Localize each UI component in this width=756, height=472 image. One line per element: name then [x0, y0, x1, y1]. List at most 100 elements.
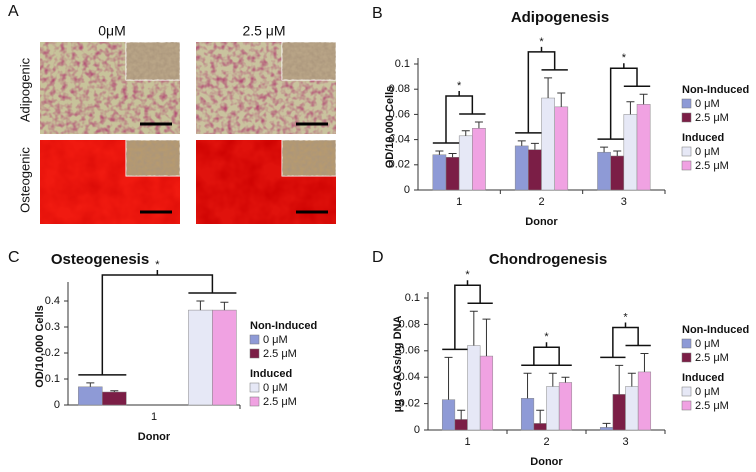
legend-group: Non-Induced — [250, 320, 317, 332]
bar — [612, 394, 626, 431]
bar — [554, 106, 569, 191]
bar — [528, 149, 542, 191]
y-tick-label: 0.02 — [399, 398, 420, 410]
significance-bracket — [600, 322, 651, 359]
significance-mark: * — [544, 331, 549, 343]
y-axis-label: µg sGAGs/ng DNA — [392, 316, 404, 413]
bar — [520, 398, 535, 431]
y-tick-label: 0.3 — [45, 321, 60, 333]
micrograph — [40, 41, 181, 134]
y-tick-label: 0.4 — [45, 295, 60, 307]
chart-title: Osteogenesis — [51, 251, 149, 268]
legend-label: 0 μM — [695, 386, 720, 398]
bar — [546, 386, 560, 431]
y-tick-label: 0 — [54, 399, 60, 411]
x-tick-label: 3 — [622, 436, 628, 448]
bar — [625, 386, 639, 431]
column-label: 2.5 μM — [242, 23, 285, 39]
error-bar — [530, 142, 539, 150]
significance-bracket — [78, 270, 237, 376]
y-tick-label: 0.02 — [389, 159, 410, 171]
significance-bracket — [521, 342, 572, 366]
error-bar — [435, 150, 444, 155]
legend-label: 0 μM — [695, 338, 720, 350]
bar — [454, 419, 468, 431]
error-bar — [474, 121, 483, 129]
error-bar — [600, 146, 609, 153]
error-bar — [196, 300, 205, 311]
bar — [467, 345, 481, 431]
legend-swatch — [681, 386, 692, 397]
y-tick-label: 0.2 — [45, 347, 60, 359]
legend-group: Induced — [682, 372, 724, 384]
x-tick-label: 1 — [151, 411, 157, 423]
y-tick-label: 0.1 — [395, 58, 410, 70]
bar — [445, 156, 460, 191]
chart-title: Adipogenesis — [511, 9, 609, 26]
x-tick-label: 1 — [456, 196, 462, 208]
legend-swatch — [249, 348, 260, 359]
bar — [514, 145, 529, 191]
error-bar — [557, 92, 566, 107]
significance-bracket — [597, 63, 651, 140]
error-bar — [220, 301, 229, 311]
x-tick-label: 1 — [464, 436, 470, 448]
panel-a: A 0μM 2.5 μM Adipogenic Osteogenic — [8, 3, 337, 224]
micrograph — [196, 41, 337, 134]
significance-bracket — [515, 46, 568, 134]
legend-label: 0 μM — [695, 98, 720, 110]
bar — [212, 309, 237, 406]
legend-group: Induced — [682, 132, 724, 144]
row-label: Osteogenic — [17, 147, 32, 213]
y-axis-label: OD/10,000 Cells — [34, 305, 46, 388]
legend-swatch — [681, 112, 692, 123]
column-label: 0μM — [98, 23, 126, 39]
x-axis-label: Donor — [525, 216, 558, 228]
legend-swatch — [681, 146, 692, 157]
significance-mark: * — [622, 52, 627, 64]
bar — [610, 155, 625, 191]
y-tick-label: 0.06 — [399, 345, 420, 357]
legend-swatch — [681, 400, 692, 411]
error-bar — [561, 376, 570, 383]
row-label: Adipogenic — [17, 57, 32, 122]
x-axis-label: Donor — [138, 431, 171, 443]
error-bar — [110, 390, 119, 392]
legend-label: 2.5 μM — [263, 348, 297, 360]
legend-swatch — [249, 334, 260, 345]
legend-group: Non-Induced — [682, 324, 749, 336]
error-bar — [523, 372, 532, 399]
significance-mark: * — [155, 259, 160, 271]
micrograph — [40, 139, 181, 224]
legend-label: 2.5 μM — [695, 400, 729, 412]
significance-mark: * — [539, 36, 544, 48]
chart-title: Chondrogenesis — [489, 251, 607, 268]
error-bar — [457, 409, 466, 420]
error-bar — [613, 150, 622, 156]
significance-bracket — [442, 280, 493, 351]
bar — [441, 399, 456, 431]
panel-letter: B — [372, 5, 383, 22]
legend-swatch — [681, 98, 692, 109]
legend-label: 2.5 μM — [695, 160, 729, 172]
error-bar — [482, 318, 491, 357]
significance-mark: * — [457, 80, 462, 92]
bar — [597, 151, 611, 191]
error-bar — [615, 364, 624, 395]
panel-letter: C — [8, 249, 20, 266]
error-bar — [461, 130, 470, 136]
y-tick-label: 0.1 — [405, 292, 420, 304]
x-tick-label: 2 — [538, 196, 544, 208]
y-tick-label: 0.04 — [399, 371, 420, 383]
y-tick-label: 0 — [414, 424, 420, 436]
micrograph — [196, 139, 337, 224]
x-tick-label: 3 — [621, 196, 627, 208]
significance-bracket — [432, 90, 486, 144]
error-bar — [639, 93, 648, 105]
y-tick-label: 0.06 — [389, 108, 410, 120]
error-bar — [602, 422, 611, 428]
bar — [637, 371, 652, 431]
y-tick-label: 0.08 — [399, 318, 420, 330]
legend-group: Non-Induced — [682, 84, 749, 96]
